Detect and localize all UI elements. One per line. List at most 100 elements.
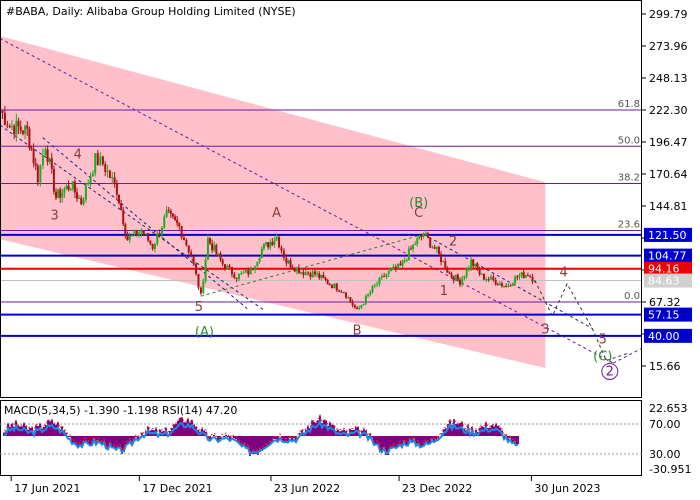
candle-body [420,235,423,237]
y-tick-label: 144.81 [649,200,688,213]
candle-body [39,165,42,183]
candle-body [69,189,72,191]
candle-body [280,247,283,251]
candle-body [297,267,300,274]
candle-body [211,243,214,251]
price-tag-box [644,248,692,263]
candle-body [505,285,508,287]
candle-body [46,149,49,162]
candle-body [10,125,13,127]
candle-body [254,266,257,270]
candle-body [115,183,118,195]
price-tag-box [644,261,692,276]
candle-body [89,176,92,184]
candle-body [414,244,417,246]
candle-body [144,233,147,235]
candle-body [514,276,517,284]
candle-body [418,235,421,239]
support-resistance-levels [0,233,642,337]
candle-body [138,232,141,236]
candle-body [174,216,177,220]
candle-body [32,149,35,164]
candle-body [215,245,218,254]
candle-body [44,149,47,156]
candle-body [19,126,22,131]
wave-label: 5 [195,300,203,315]
price-axis: 299.79 273.96 248.13 222.30 196.47 170.64 144.… [642,8,688,373]
candle-body [171,213,174,217]
candle-body [333,283,336,289]
candle-body [15,120,18,135]
candle-body [470,259,473,268]
y-tick-label: 222.30 [649,104,688,117]
candle-body [163,216,166,228]
candle-body [347,297,350,299]
candle-body [30,147,33,150]
candle-body [260,248,263,259]
candle-body [223,264,226,270]
candle-body [61,192,64,198]
candle-body [380,275,383,278]
projected-wave-path [534,280,629,362]
fib-level-label: 23.6 [618,220,640,231]
candle-body [204,259,207,281]
candle-body [242,272,245,274]
candle-body [273,240,276,245]
candle-body [165,210,168,217]
wave-connector-line [200,233,424,297]
candle-body [373,285,376,287]
price-tag-box [644,273,692,288]
candle-body [13,125,16,135]
candle-body [465,268,468,276]
candle-body [309,273,312,277]
y-tick-label: 273.96 [649,40,688,53]
candle-body [367,294,370,296]
x-tick-label: 17 Jun 2021 [14,482,80,495]
candle-body [251,268,254,270]
candle-body [21,130,24,134]
price-tag-label: 121.50 [648,229,687,242]
candle-body [326,279,329,285]
indicator-tick-label: -30.951 [649,463,691,476]
x-tick-label: 23 Jun 2022 [274,482,340,495]
candle-body [41,155,44,166]
wave-label: 5 [599,332,607,347]
candle-body [424,233,427,235]
candle-body [282,250,285,258]
candle-body [237,273,240,280]
candle-body [111,177,114,179]
candle-body [487,279,490,281]
candle-body [277,236,280,248]
candle-body [360,305,363,308]
candle-body [364,295,367,304]
candle-body [483,273,486,280]
candle-body [342,292,345,294]
candle-body [522,272,525,278]
candle-body [106,170,109,172]
candle-body [269,242,272,248]
candle-body [526,275,529,277]
y-tick-label: 67.32 [649,296,681,309]
fibonacci-levels: 61.8 50.0 38.2 23.6 0.0 [0,99,642,303]
symbol-label: #BABA [6,5,46,18]
candle-body [387,271,390,274]
wave-label: 3 [50,208,58,223]
fib-level-label: 50.0 [618,135,640,146]
candle-body [485,279,488,281]
candle-body [240,273,243,275]
candle-body [202,280,205,294]
candle-body [316,273,319,275]
candle-body [300,272,303,274]
wave-label: (A) [195,325,214,340]
wave-connector-line [423,233,593,329]
candle-body [267,242,270,248]
candle-body [320,274,323,278]
price-tag-box [644,227,692,242]
candle-body [219,253,222,260]
price-tag-label: 84.63 [648,275,680,288]
candle-body [258,258,261,262]
candle-body [156,233,159,244]
candle-body [118,194,121,204]
